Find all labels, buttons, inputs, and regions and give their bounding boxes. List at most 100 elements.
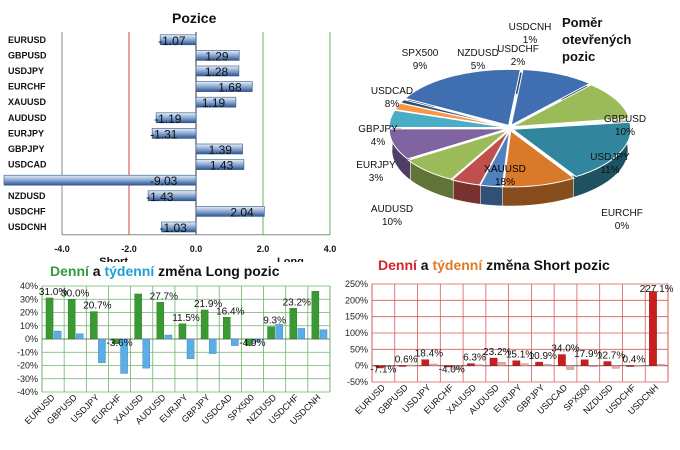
- position-value-label: 1.19: [202, 96, 226, 110]
- position-bar: [195, 96, 237, 108]
- long-change-chart: 40%30%20%10%0%-10%-20%-30%-40%31.0%EURUS…: [17, 281, 331, 427]
- position-bar: [195, 143, 243, 155]
- category-label: NZDUSD: [8, 191, 46, 201]
- pie-slice-percent: 10%: [615, 127, 635, 138]
- y-tick-label: 150%: [345, 312, 368, 322]
- x-tick-label: 0.0: [190, 244, 203, 254]
- pie-slice: [407, 129, 509, 180]
- change-value-label: 31.0%: [39, 287, 67, 298]
- category-label: GBPUSD: [8, 50, 47, 60]
- positions-chart: EURUSD -1.07 GBPUSD 1.29 USDJPY 1.28 EURCHF 1.6…: [3, 32, 337, 262]
- y-tick-label: 50%: [350, 344, 368, 354]
- position-bar: [159, 34, 197, 46]
- change-bar: [558, 354, 566, 366]
- pie-slice: [512, 118, 631, 129]
- pie-slice: [502, 129, 576, 188]
- position-bar: [195, 65, 240, 77]
- short-label: Short: [99, 256, 128, 262]
- position-value-label: -1.03: [159, 221, 187, 235]
- change-bar: [275, 324, 283, 340]
- change-value-label: 6.3%: [463, 353, 486, 364]
- short-title-daily: Denní: [378, 257, 417, 273]
- change-bar: [311, 291, 320, 340]
- positions-panel: Pozice EURUSD -1.07 GBPUSD 1.29 USDJPY 1.28 EU…: [0, 0, 340, 262]
- position-value-label: -9.03: [150, 174, 178, 188]
- y-tick-label: 30%: [20, 294, 38, 304]
- long-title-rest: změna Long pozic: [154, 263, 280, 279]
- short-title-rest: změna Short pozic: [482, 257, 610, 273]
- x-tick-label: 2.0: [257, 244, 270, 254]
- short-title-and: a: [416, 257, 433, 273]
- change-value-label: 15.1%: [506, 350, 534, 361]
- category-label: GBPJPY: [8, 144, 45, 154]
- pie-title-line-2: otevřených: [562, 32, 632, 47]
- change-bar: [649, 291, 657, 366]
- change-bar: [53, 330, 62, 340]
- change-bar: [289, 308, 297, 340]
- change-value-label: 12.7%: [597, 351, 625, 362]
- y-tick-label: 100%: [345, 328, 368, 338]
- long-title-weekly: týdenní: [104, 263, 155, 279]
- position-value-label: 1.68: [218, 81, 242, 95]
- change-bar: [76, 333, 84, 340]
- change-value-label: 23.2%: [283, 297, 311, 308]
- pie-slice-percent: 11%: [600, 165, 619, 176]
- change-bar: [429, 363, 438, 366]
- change-bar: [142, 338, 150, 369]
- category-label: EURUSD: [8, 35, 47, 45]
- change-value-label: 16.4%: [216, 306, 244, 317]
- x-tick-label: 4.0: [324, 244, 337, 254]
- change-value-label: 11.5%: [172, 313, 200, 324]
- category-label: EURCHF: [8, 82, 46, 92]
- change-bar: [45, 297, 54, 340]
- change-value-label: 20.7%: [83, 301, 111, 312]
- pie-slice-label: GBPJPY: [358, 124, 398, 135]
- pie-slice-label: XAUUSD: [484, 164, 526, 175]
- change-value-label: 18.4%: [415, 349, 443, 360]
- y-tick-label: -30%: [17, 374, 38, 384]
- change-bar: [626, 365, 635, 367]
- positions-title: Pozice: [172, 10, 217, 26]
- pie-slice-label: AUDUSD: [371, 204, 413, 215]
- pie-chart: GBPUSD 10% USDJPY 11% EURCHF 0% XAUUSD 18% AUDUS…: [356, 22, 646, 232]
- pie-slice-percent: 9%: [413, 61, 428, 72]
- y-tick-label: -50%: [347, 377, 368, 387]
- change-value-label: 227.1%: [640, 284, 674, 295]
- pie-slice-label: USDJPY: [590, 152, 630, 163]
- change-bar: [319, 329, 328, 340]
- pie-slice-label: SPX500: [402, 48, 439, 59]
- pie-slice: [479, 130, 511, 188]
- short-title-weekly: týdenní: [432, 257, 483, 273]
- change-bar: [466, 363, 475, 366]
- y-tick-label: -10%: [17, 347, 38, 357]
- pie-panel: Poměr otevřených pozic GBPUSD 10% USDJPY 11…: [340, 0, 680, 262]
- y-tick-label: 200%: [345, 295, 368, 305]
- y-tick-label: -20%: [17, 361, 38, 371]
- change-bar: [245, 338, 253, 346]
- pie-slice-label: GBPUSD: [604, 114, 646, 125]
- change-bar: [267, 326, 275, 340]
- change-bar: [223, 317, 231, 340]
- pie-slice-percent: 3%: [369, 173, 384, 184]
- change-bar: [535, 361, 543, 366]
- short-change-panel: Denní a týdenní změna Short pozic 250% 20…: [340, 257, 680, 450]
- position-bar: [195, 159, 245, 170]
- change-bar: [134, 293, 142, 340]
- position-bar: [155, 112, 197, 124]
- pie-slice-label: EURJPY: [356, 160, 396, 171]
- change-bar: [580, 359, 589, 366]
- change-bar: [120, 338, 128, 374]
- short-change-chart: 250%200%150%100%50%0%-50%-7.1%EURUSD0.6%…: [345, 279, 674, 417]
- change-value-label: 21.9%: [194, 299, 222, 310]
- change-bar: [498, 362, 506, 366]
- change-value-label: 30.0%: [61, 288, 89, 299]
- pie-slice-percent: 18%: [495, 177, 515, 188]
- position-bar: [195, 206, 265, 217]
- change-bar: [297, 328, 306, 340]
- change-bar: [603, 361, 612, 366]
- change-value-label: -3.6%: [106, 338, 132, 349]
- pie-slice: [404, 68, 521, 126]
- pie-slice-percent: 0%: [615, 221, 630, 232]
- pie-slice-percent: 10%: [382, 217, 402, 228]
- pie-slice-label: NZDUSD: [457, 48, 499, 59]
